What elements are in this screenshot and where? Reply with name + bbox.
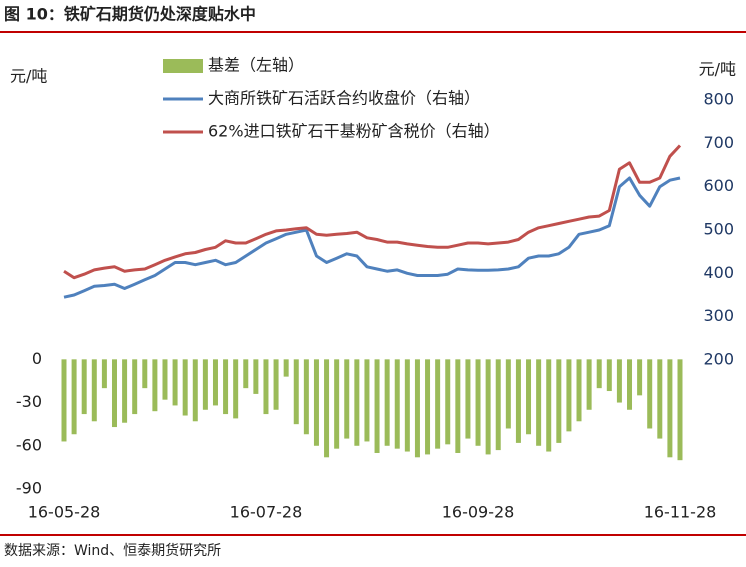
bar [233, 359, 239, 419]
bar [182, 359, 188, 416]
bar [273, 359, 279, 410]
bar [162, 359, 168, 400]
bar [505, 359, 511, 429]
bar [455, 359, 461, 453]
chart-title: 图 10：铁矿石期货仍处深度贴水中 [4, 5, 256, 24]
bar [111, 359, 117, 428]
bar [334, 359, 340, 449]
bar [223, 359, 229, 415]
bar [202, 359, 208, 410]
x-tick-label: 16-11-28 [644, 503, 717, 522]
bar [647, 359, 653, 429]
line [63, 176, 681, 299]
bar [71, 359, 77, 435]
bar [596, 359, 602, 389]
y-tick-label: -60 [16, 435, 42, 454]
bar [101, 359, 107, 389]
bar [394, 359, 400, 449]
bar [606, 359, 612, 392]
y2-tick-label: 600 [703, 176, 734, 195]
bar [212, 359, 218, 406]
y2-tick-label: 700 [703, 133, 734, 152]
y-tick-label: -90 [16, 479, 42, 498]
y-tick-label: -30 [16, 392, 42, 411]
legend-label: 基差（左轴） [208, 56, 304, 75]
bar [475, 359, 481, 446]
legend-swatch [163, 59, 203, 73]
bar [293, 359, 299, 425]
y2-tick-label: 400 [703, 263, 734, 282]
bar [344, 359, 350, 439]
y2-tick-label: 800 [703, 90, 734, 109]
bar [556, 359, 562, 443]
bar [414, 359, 420, 458]
bar [495, 359, 501, 451]
bar [637, 359, 643, 396]
bar [435, 359, 441, 449]
bar [576, 359, 582, 422]
legend-label: 大商所铁矿石活跃合约收盘价（右轴） [208, 89, 480, 108]
bar [465, 359, 471, 439]
bar [253, 359, 259, 394]
bar [324, 359, 330, 458]
bar [61, 359, 67, 442]
x-tick-label: 16-05-28 [28, 503, 101, 522]
bar [616, 359, 622, 403]
bar [354, 359, 360, 446]
y-tick-label: 0 [32, 349, 42, 368]
bar [313, 359, 319, 446]
bar [627, 359, 633, 410]
source: 数据来源：Wind、恒泰期货研究所 [4, 542, 221, 559]
x-tick-label: 16-07-28 [230, 503, 303, 522]
bar [132, 359, 138, 415]
y2-axis-label: 元/吨 [699, 60, 736, 79]
bar [243, 359, 249, 389]
bar [142, 359, 148, 389]
bar [263, 359, 269, 415]
bar [586, 359, 592, 410]
bar [536, 359, 542, 446]
bar [384, 359, 390, 446]
bar [91, 359, 97, 422]
line [63, 144, 682, 280]
bar [515, 359, 521, 443]
bar [526, 359, 532, 435]
bar [425, 359, 431, 455]
bar [81, 359, 87, 415]
bar [485, 359, 491, 455]
bar [374, 359, 380, 453]
bar [657, 359, 663, 439]
y-axis-label: 元/吨 [10, 67, 47, 86]
bar [303, 359, 309, 435]
bar [172, 359, 178, 406]
bar [192, 359, 198, 422]
bar [677, 359, 683, 461]
bar [283, 359, 289, 377]
bar [566, 359, 572, 432]
bar [546, 359, 552, 452]
bar [445, 359, 451, 445]
y2-tick-label: 500 [703, 220, 734, 239]
bar [152, 359, 158, 412]
bar [364, 359, 370, 442]
bar [122, 359, 128, 423]
bar [404, 359, 410, 452]
y2-tick-label: 300 [703, 306, 734, 325]
x-tick-label: 16-09-28 [442, 503, 515, 522]
legend-label: 62%进口铁矿石干基粉矿含税价（右轴） [208, 122, 500, 141]
bar [667, 359, 673, 458]
y2-tick-label: 200 [703, 350, 734, 369]
